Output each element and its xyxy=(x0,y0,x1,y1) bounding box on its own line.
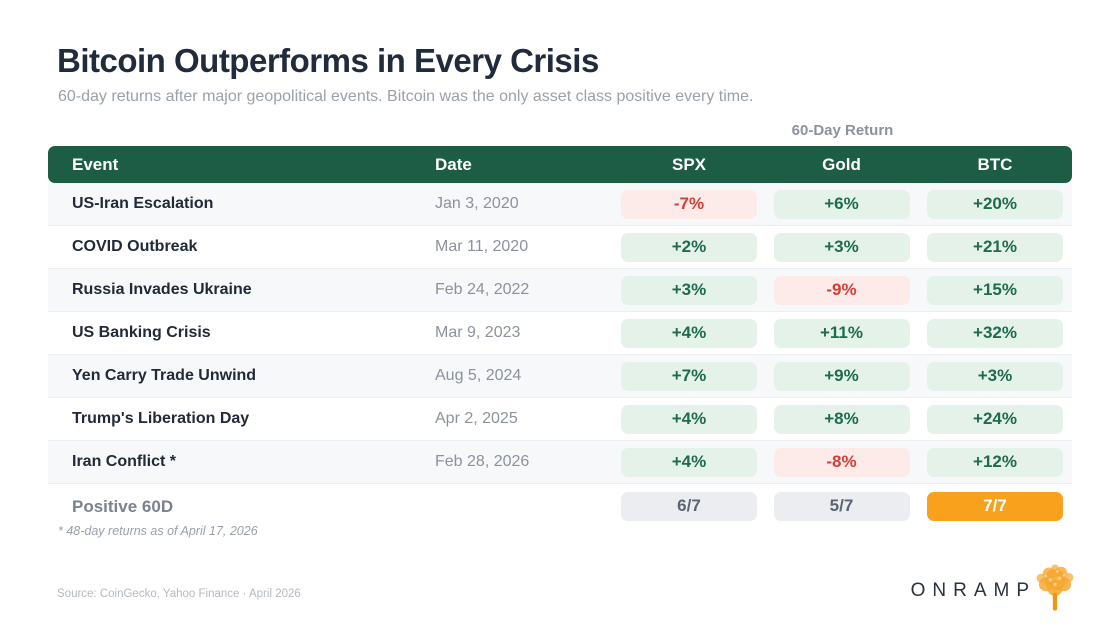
table-row: Russia Invades Ukraine Feb 24, 2022 +3% -9%… xyxy=(48,269,1072,312)
gold-return-pill: +9% xyxy=(773,361,910,391)
event-name: Yen Carry Trade Unwind xyxy=(72,367,257,384)
btc-return-pill: +20% xyxy=(927,189,1063,219)
spx-return-cell: +2% xyxy=(613,232,765,262)
event-name: US-Iran Escalation xyxy=(72,195,214,212)
table-row: COVID Outbreak Mar 11, 2020 +2% +3% +21% xyxy=(48,226,1072,269)
spx-return-pill: +4% xyxy=(621,404,757,434)
event-name: Russia Invades Ukraine xyxy=(72,281,252,298)
summary-gold-cell: 5/7 xyxy=(765,492,918,521)
event-date: Aug 5, 2024 xyxy=(435,367,522,384)
event-date: Apr 2, 2025 xyxy=(435,410,518,427)
gold-return-cell: -9% xyxy=(765,275,918,305)
column-header-spx: SPX xyxy=(671,154,707,174)
spx-return-cell: +4% xyxy=(613,447,765,477)
spx-return-pill: +7% xyxy=(621,361,757,391)
column-header-gold: Gold xyxy=(822,154,861,174)
table-row: US-Iran Escalation Jan 3, 2020 -7% +6% +20% xyxy=(48,183,1072,226)
gold-return-pill: +8% xyxy=(773,404,910,434)
btc-return-pill: +32% xyxy=(927,318,1063,348)
summary-btc-cell: 7/7 xyxy=(918,492,1072,521)
spx-return-pill: +3% xyxy=(621,275,757,305)
event-name: Trump's Liberation Day xyxy=(72,410,250,427)
group-header-60-day-return: 60-Day Return xyxy=(791,122,894,139)
onramp-logo: ONRAMP xyxy=(911,564,1078,614)
table-row: Iran Conflict * Feb 28, 2026 +4% -8% +12% xyxy=(48,441,1072,484)
event-name: Iran Conflict * xyxy=(72,453,177,470)
gold-return-cell: +9% xyxy=(765,361,918,391)
table-row: US Banking Crisis Mar 9, 2023 +4% +11% +32% xyxy=(48,312,1072,355)
spx-return-cell: +4% xyxy=(613,404,765,434)
event-date: Jan 3, 2020 xyxy=(435,195,519,212)
column-header-event: Event xyxy=(72,154,119,174)
btc-return-cell: +21% xyxy=(918,232,1072,262)
summary-spx-pill: 6/7 xyxy=(621,492,757,521)
event-date: Feb 28, 2026 xyxy=(435,453,530,470)
spx-return-cell: +3% xyxy=(613,275,765,305)
spx-return-pill: +4% xyxy=(621,447,757,477)
spx-return-pill: -7% xyxy=(621,189,757,219)
btc-return-cell: +12% xyxy=(918,447,1072,477)
page-subtitle: 60-day returns after major geopolitical … xyxy=(58,88,754,105)
summary-btc-pill: 7/7 xyxy=(927,492,1063,521)
returns-table: 60-Day Return Event Date SPX Gold BTC US… xyxy=(48,122,1072,538)
btc-return-pill: +24% xyxy=(927,404,1063,434)
gold-return-cell: +3% xyxy=(765,232,918,262)
gold-return-cell: +6% xyxy=(765,189,918,219)
btc-return-cell: +20% xyxy=(918,189,1072,219)
btc-return-pill: +3% xyxy=(927,361,1063,391)
table-header-row: Event Date SPX Gold BTC xyxy=(48,146,1072,183)
btc-return-pill: +12% xyxy=(927,447,1063,477)
gold-return-cell: -8% xyxy=(765,447,918,477)
gold-return-cell: +11% xyxy=(765,318,918,348)
summary-label: Positive 60D xyxy=(72,496,174,516)
column-header-date: Date xyxy=(435,154,472,174)
footnote: * 48-day returns as of April 17, 2026 xyxy=(58,524,258,538)
tree-icon xyxy=(1036,564,1074,611)
table-row: Trump's Liberation Day Apr 2, 2025 +4% +8% +… xyxy=(48,398,1072,441)
btc-return-cell: +24% xyxy=(918,404,1072,434)
event-date: Mar 11, 2020 xyxy=(435,238,529,255)
spx-return-pill: +2% xyxy=(621,232,757,262)
event-date: Feb 24, 2022 xyxy=(435,281,530,298)
table-body: US-Iran Escalation Jan 3, 2020 -7% +6% +20% C… xyxy=(48,183,1072,484)
gold-return-pill: +6% xyxy=(773,189,910,219)
table-row: Yen Carry Trade Unwind Aug 5, 2024 +7% +9% +… xyxy=(48,355,1072,398)
spx-return-cell: -7% xyxy=(613,189,765,219)
gold-return-pill: -9% xyxy=(773,275,910,305)
column-header-btc: BTC xyxy=(977,154,1013,174)
spx-return-cell: +7% xyxy=(613,361,765,391)
summary-spx-cell: 6/7 xyxy=(613,492,765,521)
event-name: COVID Outbreak xyxy=(72,238,198,255)
btc-return-cell: +15% xyxy=(918,275,1072,305)
event-name: US Banking Crisis xyxy=(72,324,211,341)
btc-return-pill: +15% xyxy=(927,275,1063,305)
btc-return-cell: +3% xyxy=(918,361,1072,391)
gold-return-pill: -8% xyxy=(773,447,910,477)
summary-gold-pill: 5/7 xyxy=(773,492,910,521)
gold-return-pill: +3% xyxy=(773,232,910,262)
spx-return-cell: +4% xyxy=(613,318,765,348)
source-text: Source: CoinGecko, Yahoo Finance · April… xyxy=(57,588,301,600)
gold-return-pill: +11% xyxy=(773,318,910,348)
gold-return-cell: +8% xyxy=(765,404,918,434)
summary-row: Positive 60D 6/7 5/7 7/7 xyxy=(48,484,1072,527)
page-title: Bitcoin Outperforms in Every Crisis xyxy=(57,42,599,79)
event-date: Mar 9, 2023 xyxy=(435,324,521,341)
btc-return-pill: +21% xyxy=(927,232,1063,262)
spx-return-pill: +4% xyxy=(621,318,757,348)
btc-return-cell: +32% xyxy=(918,318,1072,348)
logo-wordmark: ONRAMP xyxy=(910,580,1036,601)
